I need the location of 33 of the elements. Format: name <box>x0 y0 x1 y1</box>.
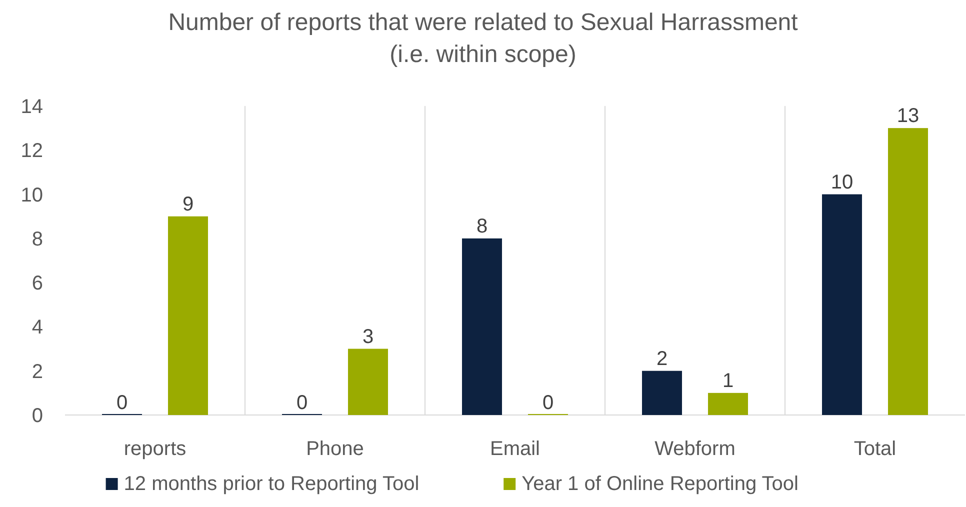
y-tick-label: 2 <box>32 360 43 383</box>
data-label: 2 <box>656 348 668 370</box>
data-label: 0 <box>296 392 308 414</box>
data-label: 8 <box>476 215 488 238</box>
x-tick-label: Email <box>490 438 540 460</box>
y-tick-label: 12 <box>20 140 43 162</box>
x-tick-label: Phone <box>306 438 364 460</box>
y-tick-label: 10 <box>20 184 43 206</box>
x-tick-label: Webform <box>654 438 736 460</box>
bar <box>462 238 502 415</box>
data-label: 3 <box>362 326 374 348</box>
data-label: 0 <box>542 392 554 414</box>
y-tick-label: 0 <box>32 405 43 427</box>
y-tick-label: 14 <box>20 96 43 118</box>
chart-title: Number of reports that were related to Sexual Harrassment (i.e. within scope) <box>168 9 798 68</box>
data-label: 13 <box>896 105 920 128</box>
x-tick-label: reports <box>124 438 186 460</box>
bar <box>708 392 748 415</box>
bar <box>888 128 928 415</box>
y-tick-label: 8 <box>32 228 43 250</box>
data-label: 9 <box>182 193 194 216</box>
y-tick-label: 6 <box>32 272 43 295</box>
data-label: 1 <box>722 370 734 392</box>
bar <box>642 370 682 415</box>
legend-label: 12 months prior to Reporting Tool <box>124 473 420 495</box>
data-label: 0 <box>116 392 128 414</box>
bar <box>822 194 862 415</box>
y-tick-label: 4 <box>32 316 43 339</box>
x-tick-label: Total <box>854 438 896 460</box>
legend-label: Year 1 of Online Reporting Tool <box>522 473 798 495</box>
bar <box>348 348 388 415</box>
data-label: 10 <box>830 171 854 194</box>
bar <box>168 216 208 415</box>
